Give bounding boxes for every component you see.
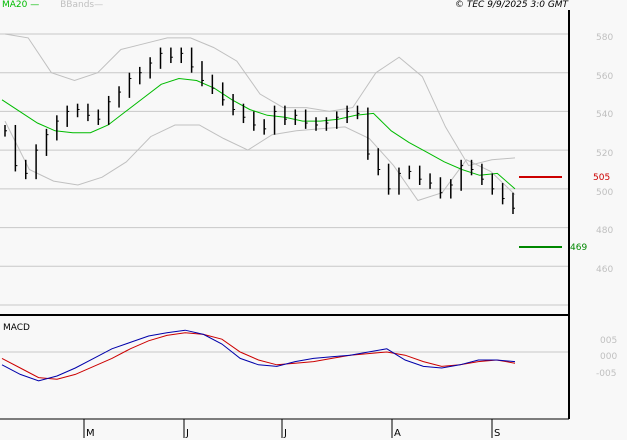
support-label: 469 [570,243,588,253]
macd-tick-label: 005 [600,336,618,346]
y-tick-label: 580 [596,33,614,43]
ma20-line [1,77,516,190]
resistance-label: 505 [593,173,611,183]
y-tick-label: 540 [596,110,614,120]
macd-tick-label: -005 [596,369,617,379]
copyright-text: © TEC 9/9/2025 3:0 GMT [455,0,569,10]
y-tick-label: 480 [596,226,614,236]
macd-tick-label: 000 [600,352,618,362]
x-tick-label: A [394,428,401,439]
x-tick-label: J [284,428,287,439]
legend: MA20 — BBands— [2,0,103,11]
price-gridlines [0,33,569,306]
macd-title: MACD [3,323,30,333]
macd-lines [0,329,569,382]
y-tick-label: 520 [596,149,614,159]
y-tick-label: 560 [596,72,614,82]
bollinger-bands [4,33,516,202]
x-tick-label: M [86,428,95,439]
x-tick-label: J [186,428,189,439]
support-resistance-lines [519,176,562,248]
legend-ma20: MA20 — [2,0,40,10]
y-tick-label: 500 [596,188,614,198]
legend-bbands: BBands— [60,0,104,10]
y-tick-label: 460 [596,265,614,275]
chart-frame [0,10,570,438]
x-tick-label: S [494,428,501,439]
price-bars [4,47,515,215]
